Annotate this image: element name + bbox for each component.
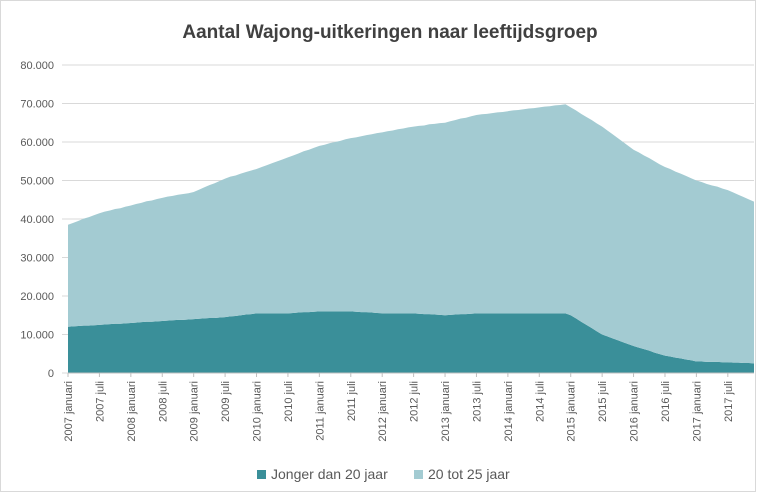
x-tick-label: 2012 juli xyxy=(409,381,421,422)
x-tick-label: 2011 juli xyxy=(346,381,358,421)
x-tick-label: 2011 januari xyxy=(314,381,326,441)
x-tick-label: 2016 juli xyxy=(660,381,672,422)
x-tick-label: 2015 juli xyxy=(597,381,609,422)
area xyxy=(68,311,754,373)
legend-swatch xyxy=(257,470,266,479)
x-tick-label: 2016 januari xyxy=(629,381,641,442)
y-tick-label: 80.000 xyxy=(20,60,54,72)
y-tick-label: 40.000 xyxy=(20,214,54,226)
x-tick-label: 2017 juli xyxy=(723,381,735,422)
y-tick-label: 30.000 xyxy=(20,253,54,265)
area xyxy=(68,104,754,364)
x-tick-label: 2009 januari xyxy=(189,381,201,442)
x-tick-label: 2009 juli xyxy=(220,381,232,422)
x-tick-label: 2010 juli xyxy=(283,381,295,422)
y-tick-label: 60.000 xyxy=(20,137,54,149)
x-tick-label: 2013 juli xyxy=(471,381,483,422)
y-tick-label: 70.000 xyxy=(20,99,54,111)
x-tick-label: 2008 januari xyxy=(126,381,138,442)
legend-swatch xyxy=(414,470,423,479)
x-tick-label: 2014 januari xyxy=(503,381,515,442)
y-tick-label: 50.000 xyxy=(20,176,54,188)
y-tick-label: 10.000 xyxy=(20,330,54,342)
x-tick-label: 2017 januari xyxy=(691,381,703,442)
x-tick-label: 2013 januari xyxy=(440,381,452,442)
legend-label: 20 tot 25 jaar xyxy=(428,466,510,482)
legend-label: Jonger dan 20 jaar xyxy=(271,466,388,482)
y-tick-label: 20.000 xyxy=(20,291,54,303)
x-tick-label: 2012 januari xyxy=(377,381,389,442)
x-tick-label: 2007 juli xyxy=(94,381,106,422)
x-tick-label: 2014 juli xyxy=(534,381,546,422)
x-tick-label: 2008 juli xyxy=(157,381,169,422)
chart-title: Aantal Wajong-uitkeringen naar leeftijds… xyxy=(182,22,597,43)
y-tick-label: 0 xyxy=(48,368,54,380)
x-tick-label: 2015 januari xyxy=(566,381,578,442)
x-tick-label: 2010 januari xyxy=(252,381,264,442)
x-tick-label: 2007 januari xyxy=(63,381,75,442)
